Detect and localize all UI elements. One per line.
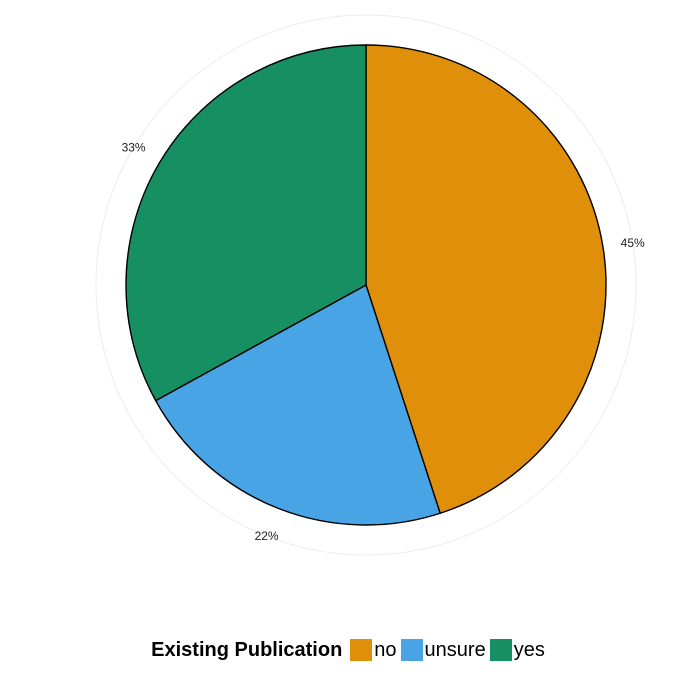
polar-grid-circle (95, 14, 637, 556)
pie-labels: 45% 22% 33% (122, 141, 645, 543)
legend-label-yes: yes (513, 638, 545, 661)
pie-slice-unsure (154, 283, 442, 526)
legend-label-no: no (374, 638, 397, 661)
legend-swatch-yes (489, 639, 512, 661)
pie-slice-no (365, 44, 607, 515)
legend-label-unsure: unsure (424, 638, 486, 661)
legend-title: Existing Publication (151, 638, 343, 661)
legend-item-yes: yes (489, 638, 545, 662)
legend-item-no: no (350, 638, 397, 662)
pie-label-no: 45% (621, 236, 645, 250)
pie-label-yes: 33% (122, 141, 146, 155)
legend-swatch-unsure (400, 639, 423, 661)
legend-swatch-no (350, 639, 373, 661)
pie-slices (125, 44, 607, 526)
legend-item-unsure: unsure (400, 638, 486, 662)
pie-label-unsure: 22% (255, 529, 279, 543)
legend: Existing Publication no unsure yes (0, 632, 700, 668)
pie-slice-yes (125, 44, 367, 402)
pie-chart: 45% 22% 33% (95, 14, 645, 556)
